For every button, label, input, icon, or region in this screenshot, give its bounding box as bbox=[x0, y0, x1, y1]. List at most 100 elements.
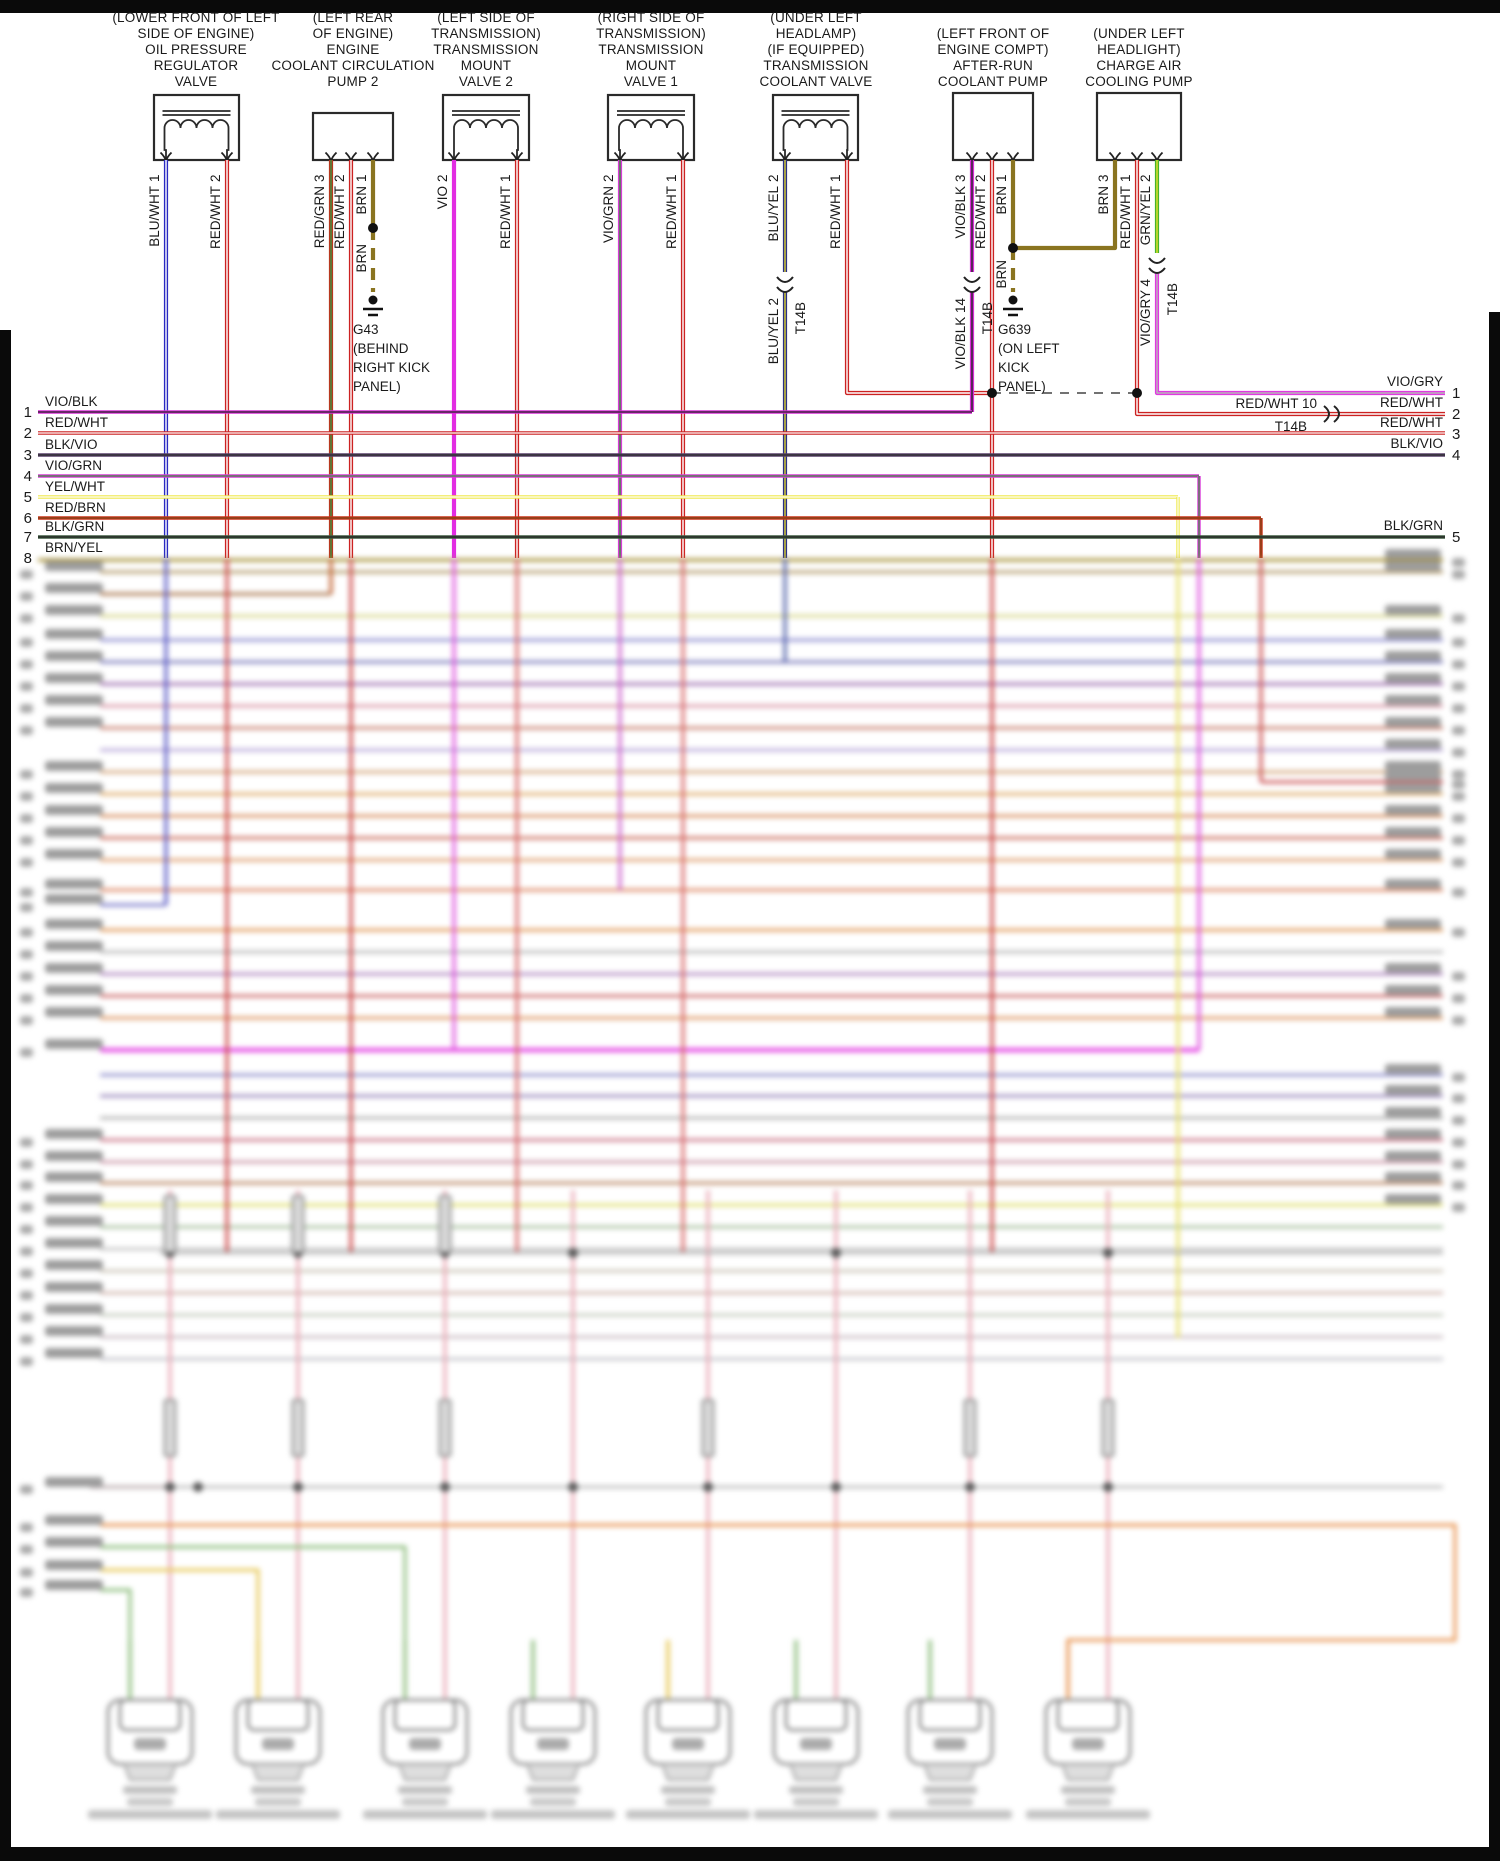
blurred-text-smudge bbox=[20, 1313, 33, 1322]
wire-color-label: RED/WHT bbox=[664, 186, 679, 249]
left-row-number: 5 bbox=[23, 489, 32, 506]
blurred-text-smudge bbox=[1061, 1786, 1115, 1794]
oil-pressure-regulator-valve-label-line: SIDE OF ENGINE) bbox=[137, 26, 255, 41]
blurred-text-smudge bbox=[123, 1786, 177, 1794]
blurred-text-smudge bbox=[45, 1348, 103, 1358]
blurred-text-smudge bbox=[20, 704, 33, 713]
blurred-junction-dot bbox=[165, 1482, 175, 1492]
transmission-mount-valve-2-box bbox=[441, 93, 531, 162]
coil-winding-icon bbox=[163, 119, 230, 129]
wire-stripe bbox=[846, 160, 988, 394]
left-row-number: 2 bbox=[23, 425, 32, 442]
blurred-junction-dot bbox=[440, 1482, 450, 1492]
blurred-connector-base bbox=[1060, 1763, 1116, 1781]
blurred-text-smudge bbox=[255, 1798, 301, 1806]
blurred-resistor-box bbox=[291, 1398, 305, 1458]
blurred-text-smudge bbox=[20, 770, 33, 779]
G639-label-line: PANEL) bbox=[998, 379, 1046, 394]
blurred-text-smudge bbox=[20, 660, 33, 669]
transmission-coolant-valve-label: (UNDER LEFT HEADLAMP) (IF EQUIPPED) TRANSMI… bbox=[696, 10, 936, 90]
blurred-text-smudge bbox=[1385, 695, 1441, 705]
blurred-text-smudge bbox=[251, 1786, 305, 1794]
blurred-text-smudge bbox=[1452, 780, 1465, 789]
blurred-text-smudge bbox=[20, 1181, 33, 1190]
after-run-coolant-pump-box bbox=[951, 91, 1035, 162]
scan-edge-bottom bbox=[0, 1847, 1500, 1861]
G639-label: G639 (ON LEFT KICK PANEL) bbox=[998, 320, 1060, 396]
pin-number: 2 bbox=[766, 174, 781, 182]
inline-connector-icon bbox=[1148, 257, 1166, 264]
blurred-text-smudge bbox=[1452, 1203, 1465, 1212]
inline-connector-icon bbox=[963, 276, 981, 283]
blurred-text-smudge bbox=[45, 1007, 103, 1017]
blurred-text-smudge bbox=[1452, 570, 1465, 579]
blurred-text-smudge bbox=[45, 1304, 103, 1314]
transmission-mount-valve-2-label-line: MOUNT bbox=[460, 58, 512, 73]
charge-air-cooling-pump-label-line: CHARGE AIR bbox=[1096, 58, 1182, 73]
pin-number: 1 bbox=[664, 174, 679, 182]
blurred-junction-dot bbox=[568, 1248, 578, 1258]
blurred-text-smudge bbox=[45, 583, 103, 593]
blurred-text-smudge bbox=[45, 783, 103, 793]
charge-air-cooling-pump-label-line: HEADLIGHT) bbox=[1097, 42, 1181, 57]
blurred-text-smudge bbox=[20, 1357, 33, 1366]
left-row-label: RED/WHT bbox=[45, 415, 108, 430]
pin-number: 3 bbox=[1096, 174, 1111, 182]
right-row-label: RED/WHT bbox=[1380, 395, 1443, 410]
blurred-text-smudge bbox=[20, 928, 33, 937]
left-row-label: VIO/BLK bbox=[45, 394, 98, 409]
junction-dot bbox=[987, 388, 997, 398]
blurred-text-smudge bbox=[20, 638, 33, 647]
blurred-text-smudge bbox=[20, 903, 33, 912]
blurred-text-smudge bbox=[1385, 673, 1441, 683]
blurred-connector-cavity bbox=[246, 1698, 310, 1732]
blurred-text-smudge bbox=[927, 1798, 973, 1806]
pin-number: 3 bbox=[953, 174, 968, 182]
blurred-text-smudge bbox=[20, 1485, 33, 1494]
coil-lead bbox=[516, 128, 519, 160]
blurred-text-smudge bbox=[1452, 928, 1465, 937]
connector-pin-label: VIO/BLK 14 bbox=[953, 298, 968, 370]
coil-lead bbox=[846, 128, 849, 160]
blurred-text-smudge bbox=[1452, 770, 1465, 779]
transmission-mount-valve-1-label-line: TRANSMISSION) bbox=[596, 26, 706, 41]
wire-color-label: RED/WHT bbox=[332, 186, 347, 249]
blurred-text-smudge bbox=[1026, 1810, 1150, 1819]
right-row-number: 3 bbox=[1452, 426, 1461, 443]
blurred-text-smudge bbox=[216, 1810, 340, 1819]
blurred-text-smudge bbox=[20, 836, 33, 845]
blurred-junction-dot bbox=[1103, 1482, 1113, 1492]
blurred-text-smudge bbox=[20, 792, 33, 801]
blurred-text-smudge bbox=[1452, 1016, 1465, 1025]
blurred-text-smudge bbox=[20, 1203, 33, 1212]
after-run-coolant-pump-label-line: AFTER-RUN bbox=[953, 58, 1033, 73]
blurred-text-smudge bbox=[45, 1560, 103, 1570]
wire-color-label: RED/GRN bbox=[312, 186, 327, 248]
wire-color-label: RED/WHT bbox=[1118, 186, 1133, 249]
blurred-text-smudge bbox=[45, 1039, 103, 1049]
inline-connector-icon bbox=[1148, 267, 1166, 274]
blurred-text-smudge bbox=[45, 1477, 103, 1487]
left-row-number: 7 bbox=[23, 529, 32, 546]
blurred-text-smudge bbox=[1452, 792, 1465, 801]
blurred-text-smudge bbox=[45, 1326, 103, 1336]
right-row-number: 5 bbox=[1452, 529, 1461, 546]
blurred-text-smudge bbox=[45, 1260, 103, 1270]
blurred-text-smudge bbox=[1452, 748, 1465, 757]
blurred-text-smudge bbox=[1385, 1007, 1441, 1017]
blurred-text-smudge bbox=[402, 1798, 448, 1806]
blurred-text-smudge bbox=[45, 1537, 103, 1547]
blurred-resistor-box bbox=[438, 1194, 452, 1254]
wire-color-label: BRN bbox=[354, 186, 369, 215]
blurred-connector-base bbox=[122, 1763, 178, 1781]
blurred-resistor-box bbox=[163, 1398, 177, 1458]
inline-connector-icon bbox=[1323, 405, 1330, 423]
blurred-text-smudge bbox=[1385, 561, 1441, 571]
transmission-coolant-valve-label-line: TRANSMISSION bbox=[763, 58, 869, 73]
blurred-text-smudge bbox=[789, 1786, 843, 1794]
blurred-text-smudge bbox=[45, 963, 103, 973]
pin-number: 2 bbox=[435, 174, 450, 182]
charge-air-cooling-pump-box bbox=[1095, 91, 1183, 162]
engine-coolant-circulation-pump-2-label-line: ENGINE bbox=[326, 42, 380, 57]
